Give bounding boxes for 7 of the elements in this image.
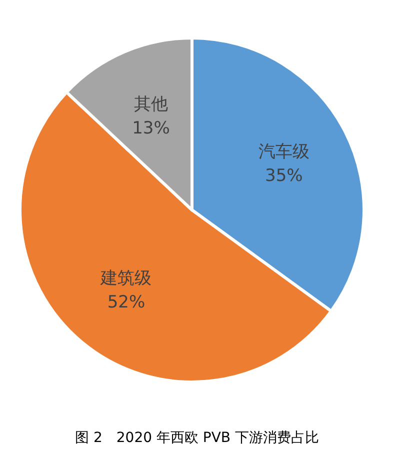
data-label: 13% — [132, 118, 170, 138]
data-label: 35% — [265, 166, 303, 186]
data-label: 52% — [107, 292, 146, 313]
slice-label: 其他 — [134, 94, 168, 114]
slice-label: 汽车级 — [258, 142, 310, 162]
text: 图 2 2020 年西欧 PVB 下游消费占比 — [75, 430, 319, 446]
slice-label: 建筑级 — [100, 268, 152, 289]
